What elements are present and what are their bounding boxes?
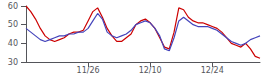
svg-text:12/24: 12/24 [201, 66, 224, 75]
svg-text:30: 30 [8, 58, 18, 67]
svg-text:12/10: 12/10 [139, 66, 162, 75]
svg-text:40: 40 [8, 39, 18, 48]
svg-text:60: 60 [8, 2, 18, 11]
svg-text:50: 50 [8, 20, 18, 29]
svg-text:11/26: 11/26 [77, 66, 100, 75]
